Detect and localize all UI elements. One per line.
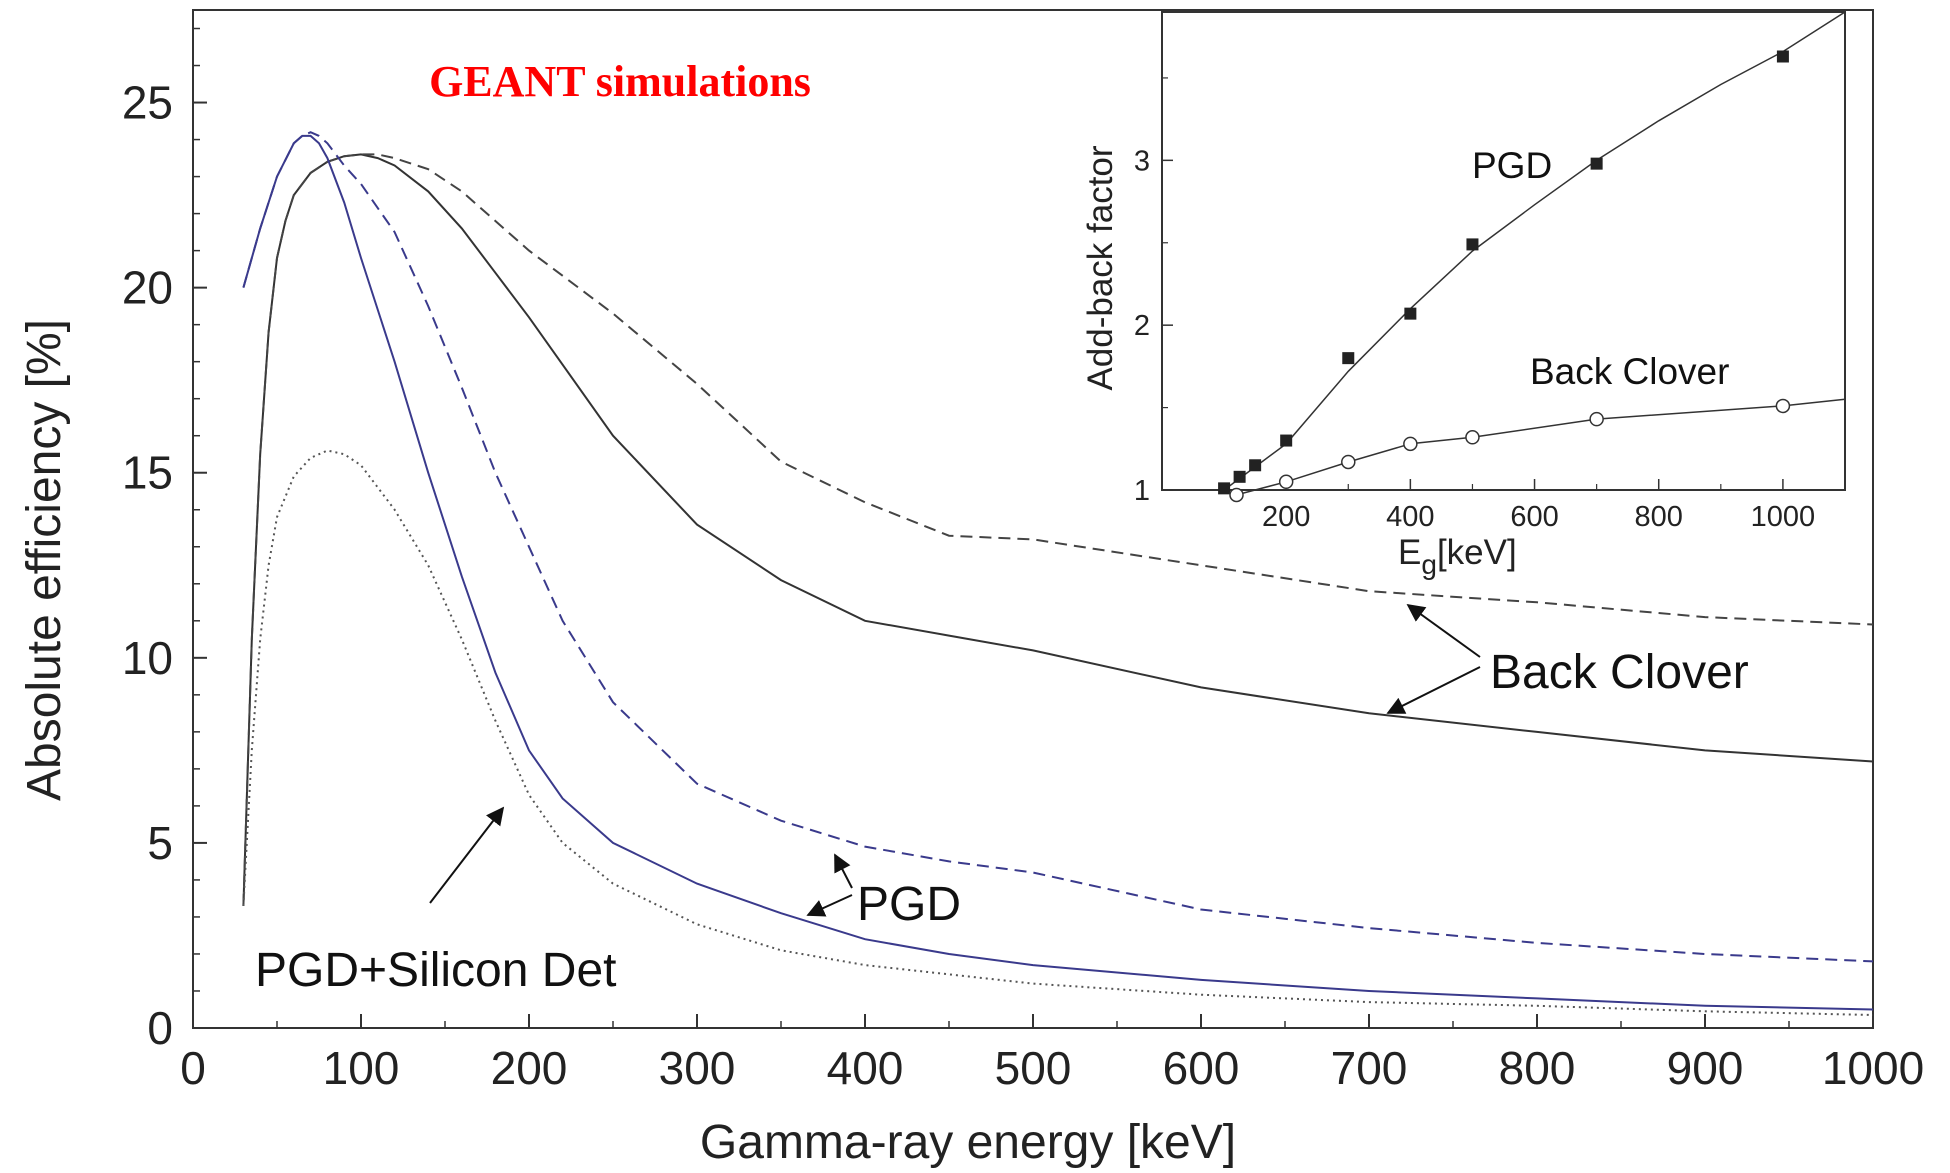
inset-series-line-1 [1236, 398, 1846, 496]
arrow-back-clover-solid [1386, 666, 1481, 714]
inset-marker-circle [1465, 430, 1480, 445]
inset-y-tick-label: 3 [1134, 145, 1150, 177]
main-series-group [242, 131, 1874, 1016]
chart-title: GEANT simulations [429, 57, 811, 106]
main-x-tick-label: 700 [1331, 1042, 1408, 1094]
main-y-axis: 0 5 10 15 20 25 [122, 27, 207, 1054]
inset-marker-square [1466, 238, 1479, 251]
main-x-tick-label: 200 [491, 1042, 568, 1094]
inset-marker-square [1590, 157, 1603, 170]
inset-marker-circle [1341, 454, 1356, 470]
main-x-axis: 0 100 200 300 400 500 600 700 800 900 1000 [180, 1014, 1924, 1094]
main-x-tick-label: 1000 [1822, 1042, 1924, 1094]
inset-x-axis-title: Eg[keV] [1398, 533, 1517, 580]
inset-label-pgd: PGD [1472, 145, 1552, 186]
arrow-back-clover-dashed [1406, 603, 1481, 658]
main-series-line-3 [242, 131, 1874, 963]
inset-marker-circle [1589, 411, 1604, 427]
main-series-line-2 [242, 134, 1874, 1011]
main-x-axis-title: Gamma-ray energy [keV] [700, 1116, 1236, 1169]
inset-marker-square [1280, 434, 1293, 447]
main-series-line-1 [242, 153, 1874, 906]
arrow-pgd-solid [806, 894, 853, 917]
inset-label-back-clover: Back Clover [1530, 351, 1729, 392]
inset-x-axis-title-main: E [1398, 533, 1421, 572]
inset-y-tick-label: 2 [1134, 310, 1150, 342]
main-x-tick-label: 600 [1163, 1042, 1240, 1094]
main-y-tick-label: 15 [122, 447, 173, 499]
inset-marker-square [1776, 50, 1789, 63]
inset-marker-circle [1278, 474, 1294, 490]
main-x-tick-label: 500 [995, 1042, 1072, 1094]
main-x-tick-label: 400 [827, 1042, 904, 1094]
main-x-tick-label: 300 [659, 1042, 736, 1094]
inset-x-tick-label: 800 [1635, 501, 1683, 533]
annotation-back-clover: Back Clover [1490, 646, 1749, 699]
inset-marker-circle [1229, 487, 1244, 503]
inset-plot-frame [1161, 11, 1846, 491]
arrow-pgd-silicon [429, 806, 505, 904]
inset-x-tick-label: 1000 [1751, 501, 1816, 533]
main-x-tick-label: 100 [323, 1042, 400, 1094]
inset-series-group [1218, 11, 1846, 503]
inset-marker-circle [1403, 436, 1418, 452]
inset-y-axis: 1 2 3 [1134, 77, 1173, 507]
inset-x-axis: 200 400 600 800 1000 [1223, 479, 1816, 533]
main-y-tick-label: 25 [122, 77, 173, 129]
main-y-tick-label: 0 [147, 1002, 173, 1054]
main-y-tick-label: 10 [122, 632, 173, 684]
inset-marker-square [1342, 352, 1355, 365]
main-y-axis-title: Absolute efficiency [%] [18, 319, 71, 801]
inset-marker-circle [1775, 398, 1791, 414]
inset-series-line-0 [1223, 11, 1846, 491]
main-y-tick-label: 20 [122, 262, 173, 314]
inset-x-axis-title-rest: [keV] [1437, 533, 1517, 572]
inset-marker-square [1218, 482, 1231, 495]
main-x-tick-label: 900 [1667, 1042, 1744, 1094]
inset-marker-square [1233, 470, 1246, 483]
inset-x-tick-label: 600 [1510, 501, 1558, 533]
inset-marker-square [1404, 307, 1417, 320]
inset-marker-square [1249, 459, 1262, 472]
main-y-tick-label: 5 [147, 817, 173, 869]
main-x-tick-label: 800 [1499, 1042, 1576, 1094]
annotation-pgd-silicon: PGD+Silicon Det [255, 944, 616, 997]
inset-x-axis-title-sub: g [1421, 549, 1437, 580]
inset-y-axis-title: Add-back factor [1081, 145, 1120, 390]
annotation-pgd: PGD [857, 878, 961, 931]
main-series-line-4 [242, 449, 1874, 1016]
inset-x-tick-label: 200 [1262, 501, 1310, 533]
inset-y-tick-label: 1 [1134, 475, 1150, 507]
main-x-tick-label: 0 [180, 1042, 206, 1094]
inset-x-tick-label: 400 [1386, 501, 1434, 533]
arrow-pgd-dashed [834, 853, 853, 889]
